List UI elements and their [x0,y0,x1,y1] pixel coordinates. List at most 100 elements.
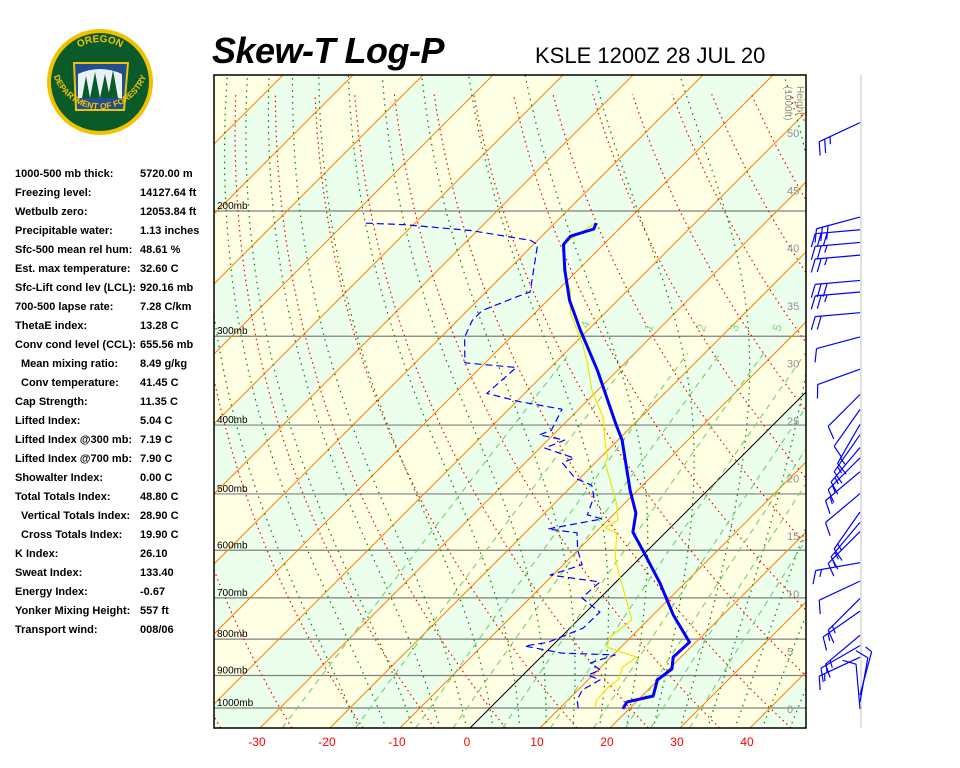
stat-value: 32.60 C [140,263,179,275]
stat-row: Cap Strength: 11.35 C [15,396,215,415]
moist-adiabat [679,75,751,728]
moist-adiabat [468,75,610,728]
mixing-ratio-line [452,352,721,728]
wind-barb-staff [815,279,861,285]
x-tick-label: 0 [464,735,471,749]
height-tick-label: 25 [787,416,799,428]
wind-barb [824,493,861,536]
stat-label: Sfc-Lift cond lev (LCL): [15,282,136,294]
wind-barb-full [822,283,828,297]
mixing-ratio-label: 3 [727,322,743,333]
axis-labels: 200mb 300mb 400mb 500mb 600mb 700mb 800mb 900mb… [217,86,805,749]
wind-barb [816,368,861,399]
wind-barb [836,424,861,475]
wind-barb-half [819,569,823,578]
stat-label: 1000-500 mb thick: [15,168,114,180]
x-tick-label: 30 [670,735,684,749]
wind-barb-staff [818,656,861,677]
stat-value: 11.35 C [140,396,178,408]
wind-barb-full [818,676,821,691]
mixing-ratio-line [689,538,806,728]
stat-row: ThetaE index: 13.28 C [15,320,215,339]
dry-adiabat [214,568,293,728]
stat-row: Yonker Mixing Height: 557 ft [15,605,215,624]
stat-value: 19.90 C [140,529,179,541]
moist-adiabat [789,686,806,728]
stat-label: Freezing level: [15,187,92,199]
stat-value: 41.45 C [140,377,179,389]
dry-adiabat [790,93,806,126]
stat-row: Sfc-Lift cond lev (LCL): 920.16 mb [15,282,215,301]
wind-barb [824,471,861,514]
wind-barb [818,656,861,691]
temperature-band [820,73,960,728]
stat-row: Conv temperature: 41.45 C [15,377,215,396]
stat-value: 5.04 C [140,415,173,427]
wind-barb [814,336,861,363]
wind-barb-staff [817,368,861,386]
height-axis-unit: (1000ft) [782,86,793,120]
wind-barb-staff [815,562,861,572]
wind-barb-full [810,233,816,248]
stat-label: Mean mixing ratio: [21,358,119,370]
wind-barb-full [816,295,822,309]
wind-barb-staff [815,229,861,235]
wind-barb-full [827,563,835,577]
isotherm [679,601,806,728]
stat-value: 26.10 [140,548,168,560]
dry-adiabat [671,93,806,344]
stat-label: Cap Strength: [15,396,88,408]
stat-label: Lifted Index @300 mb: [15,434,133,446]
stat-value: 7.19 C [140,434,173,446]
dry-adiabat [274,94,507,728]
wind-barb [827,597,861,644]
stat-row: Sfc-500 mean rel hum: 48.61 % [15,244,215,263]
stat-value: 14127.64 ft [140,187,197,199]
stat-row: Freezing level: 14127.64 ft [15,187,215,206]
wind-barb-full [820,227,823,242]
wind-barb-staff [818,122,861,143]
isobar-label: 300mb [217,326,248,337]
stat-label: Conv cond level (CCL): [15,339,137,351]
stat-label: Lifted Index @700 mb: [15,453,133,465]
mixing-ratio-label: 1 [641,322,657,333]
isobar-label: 200mb [217,201,248,212]
stat-value: -0.67 [140,586,166,598]
wind-barb-half [829,660,833,668]
x-tick-label: 40 [740,735,754,749]
thermo-grid: .4 1 2 3 5 [214,73,960,728]
height-tick-label: 45 [787,186,799,198]
mixing-ratio-line [415,352,689,728]
dry-adiabat [950,94,960,728]
wind-barb-staff [818,580,861,601]
moist-adiabat [347,75,521,728]
temperature-band [214,75,806,705]
stability-indices-panel: 1000-500 mb thick: 5720.00 m Freezing leve… [15,168,215,643]
wind-barb-full [855,650,869,659]
stat-label: Showalter Index: [15,472,104,484]
stat-label: ThetaE index: [15,320,88,332]
height-tick-label: 20 [787,474,799,486]
wind-barb-full [816,245,822,260]
stat-row: 700-500 lapse rate: 7.28 C/km [15,301,215,320]
stat-row: Wetbulb zero: 12053.84 ft [15,206,215,225]
wind-barb-full [818,141,821,156]
isobar-label: 800mb [217,629,248,640]
stat-label: K Index: [15,548,59,560]
isobar-label: 600mb [217,540,248,551]
wind-barb-half [831,558,836,567]
wind-barb-half [824,257,828,266]
wind-barb-full [827,426,835,440]
isotherm [890,73,960,728]
wind-barb [818,580,861,615]
mixing-ratio-line [650,482,806,728]
stat-row: Lifted Index: 5.04 C [15,415,215,434]
stat-value: 13.28 C [140,320,179,332]
mixing-ratio-label: 2 [694,322,710,333]
wind-barb [827,531,861,577]
stat-label: Est. max temperature: [15,263,131,275]
wind-barb-full [816,258,822,273]
wind-barb-full [822,232,828,247]
wind-barb-half [827,633,831,642]
